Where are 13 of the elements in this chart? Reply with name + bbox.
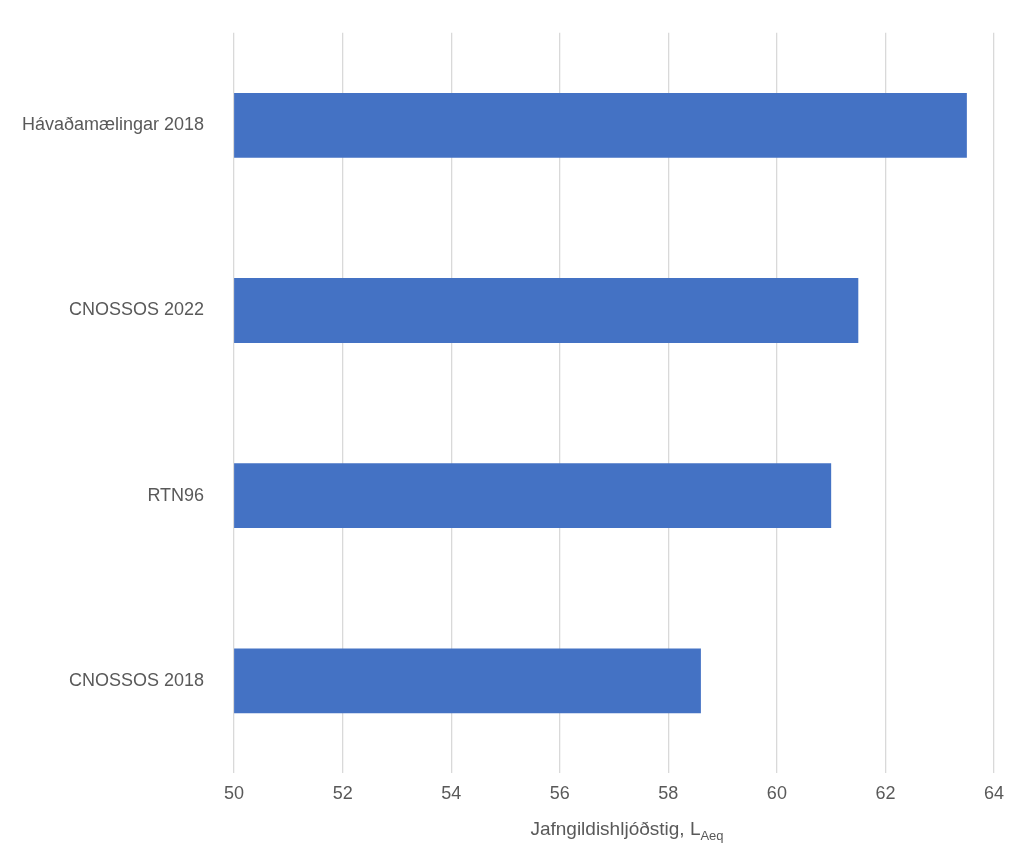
x-tick-label: 52	[332, 783, 353, 804]
x-tick-label: 56	[549, 783, 570, 804]
x-tick-label: 60	[766, 783, 787, 804]
y-tick-label: CNOSSOS 2022	[69, 299, 205, 320]
x-tick-label: 50	[224, 783, 245, 804]
x-tick-label: 54	[441, 783, 462, 804]
y-tick-label: Hávaðamælingar 2018	[22, 114, 205, 135]
y-tick-label: CNOSSOS 2018	[69, 669, 205, 690]
x-axis-title: Jafngildishljóðstig, L$_{Aeq}$	[529, 818, 725, 843]
x-tick-label: 58	[658, 783, 679, 804]
y-tick-label: RTN96	[147, 484, 205, 505]
x-tick-label: 62	[875, 783, 896, 804]
x-tick-label: 64	[983, 783, 1005, 804]
